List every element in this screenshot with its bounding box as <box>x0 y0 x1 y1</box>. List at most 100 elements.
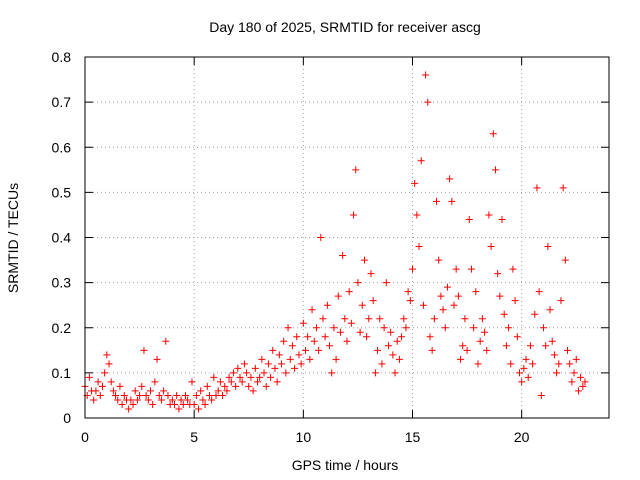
data-point <box>330 324 338 332</box>
data-point <box>92 387 100 395</box>
data-point <box>131 387 139 395</box>
data-point <box>406 297 414 305</box>
data-point <box>557 297 565 305</box>
data-point <box>280 337 288 345</box>
data-point <box>238 378 246 386</box>
data-point <box>199 396 207 404</box>
data-point <box>467 265 475 273</box>
data-point <box>369 297 377 305</box>
data-point <box>472 288 480 296</box>
data-point <box>162 337 170 345</box>
data-point <box>112 391 120 399</box>
data-point <box>339 252 347 260</box>
data-point <box>568 378 576 386</box>
data-point <box>105 360 113 368</box>
data-point <box>561 256 569 264</box>
data-point <box>443 283 451 291</box>
data-point <box>85 373 93 381</box>
data-point <box>245 382 253 390</box>
data-point <box>572 355 580 363</box>
data-point <box>382 279 390 287</box>
data-point <box>332 355 340 363</box>
data-point <box>127 396 135 404</box>
data-point <box>299 319 307 327</box>
data-point <box>295 351 303 359</box>
y-axis-label: SRMTID / TECUs <box>5 183 21 293</box>
data-point <box>323 301 331 309</box>
data-point <box>544 243 552 251</box>
data-point <box>118 400 126 408</box>
data-point <box>509 265 517 273</box>
data-point <box>302 346 310 354</box>
data-point <box>374 346 382 354</box>
data-point <box>553 369 561 377</box>
data-point <box>465 215 473 223</box>
data-point <box>513 333 521 341</box>
data-point <box>548 337 556 345</box>
data-point <box>223 387 231 395</box>
data-point <box>177 396 185 404</box>
data-point <box>398 333 406 341</box>
data-point <box>155 391 163 399</box>
data-point <box>363 333 371 341</box>
data-point <box>288 342 296 350</box>
data-point <box>256 373 264 381</box>
data-point <box>518 378 526 386</box>
data-point <box>524 373 532 381</box>
data-point <box>192 391 200 399</box>
data-point <box>306 355 314 363</box>
data-point <box>507 360 515 368</box>
data-point <box>478 315 486 323</box>
data-point <box>336 328 344 336</box>
data-point <box>502 342 510 350</box>
data-point <box>264 360 272 368</box>
data-point <box>391 369 399 377</box>
data-point <box>354 279 362 287</box>
data-point <box>317 234 325 241</box>
data-point <box>496 292 504 300</box>
y-tick-label: 0.3 <box>52 275 72 291</box>
data-point <box>498 215 506 223</box>
y-tick-label: 0.8 <box>52 49 72 65</box>
x-tick-label: 5 <box>190 429 198 445</box>
data-point <box>581 378 589 386</box>
data-point <box>258 355 266 363</box>
data-point <box>448 197 456 205</box>
y-tick-label: 0.1 <box>52 365 72 381</box>
data-point <box>175 405 183 413</box>
data-point <box>297 360 305 368</box>
data-point <box>435 256 443 264</box>
data-point <box>535 288 543 296</box>
data-point <box>173 391 181 399</box>
x-tick-label: 15 <box>405 429 421 445</box>
data-point <box>520 364 528 372</box>
data-point <box>515 369 523 377</box>
data-point <box>282 369 290 377</box>
data-point <box>550 351 558 359</box>
data-point <box>531 310 539 318</box>
data-point <box>474 360 482 368</box>
data-point <box>308 306 316 314</box>
data-point <box>378 360 386 368</box>
data-point <box>570 369 578 377</box>
data-point <box>426 333 434 341</box>
data-point <box>452 265 460 273</box>
data-point <box>387 328 395 336</box>
y-tick-label: 0 <box>63 410 71 426</box>
data-point <box>225 373 233 381</box>
data-point <box>529 360 537 368</box>
data-point <box>319 315 327 323</box>
data-point <box>419 301 427 309</box>
data-point <box>315 346 323 354</box>
data-point <box>522 355 530 363</box>
data-point <box>90 396 98 404</box>
data-point <box>411 179 419 187</box>
data-point <box>101 369 109 377</box>
data-point <box>133 396 141 404</box>
data-point <box>310 337 318 345</box>
data-point <box>424 98 432 106</box>
data-point <box>494 270 502 278</box>
data-point <box>483 346 491 354</box>
data-point <box>160 387 168 395</box>
data-point <box>564 346 572 354</box>
